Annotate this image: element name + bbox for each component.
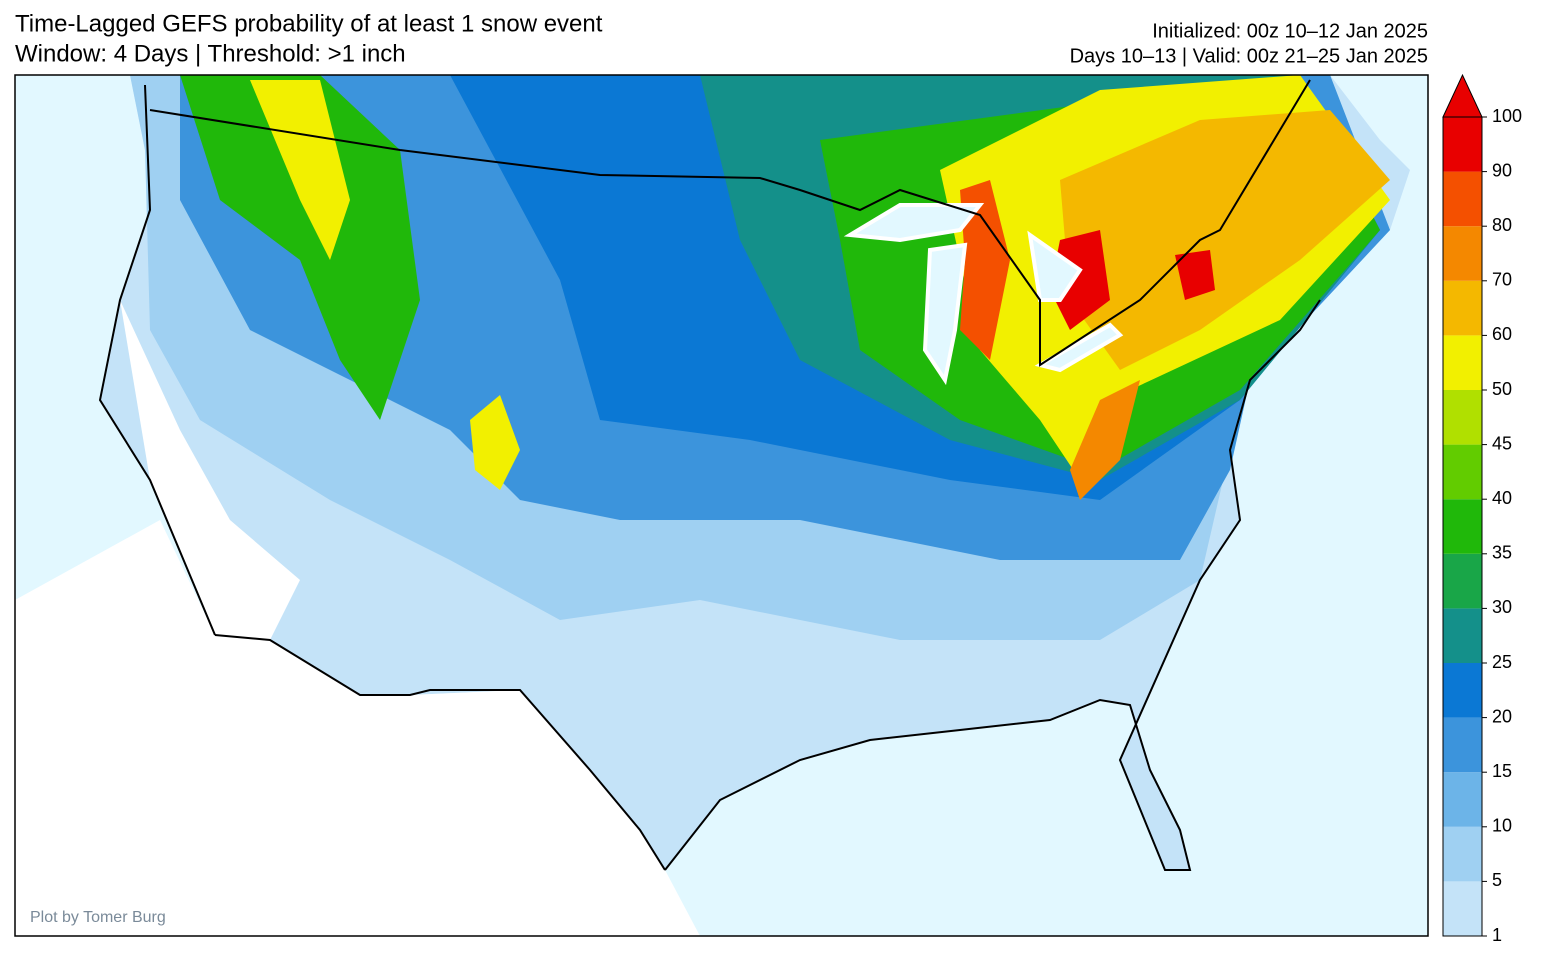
mountain-green [180,75,420,420]
mountain-yellow [250,80,350,260]
colorbar-segment [1443,171,1482,227]
colorbar-extend [1442,73,1483,118]
colorbar-tick-label: 40 [1492,488,1512,508]
map: Plot by Tomer Burg [15,75,1428,936]
colorbar-segment [1443,826,1482,882]
colorbar-segment [1443,226,1482,281]
colorbar-tick-label: 1 [1492,925,1502,945]
colorbar-segment [1443,717,1482,773]
colorbar-tick-label: 45 [1492,433,1512,453]
colorbar-frame [1442,116,1483,937]
colorbar-segment [1443,553,1482,609]
info-line: Initialized: 00z 10–12 Jan 2025 [1152,20,1428,42]
colorbar-tick-label: 15 [1492,761,1512,781]
southwest-low [120,300,300,640]
colorbar-tick-label: 35 [1492,543,1512,563]
lake-michigan [922,242,968,386]
appalachian-orange [1070,380,1140,500]
colorbar-tick-label: 20 [1492,706,1512,726]
colorbar-tick-label: 5 [1492,870,1502,890]
colorbar-tick-label: 90 [1492,160,1512,180]
coast [98,84,216,636]
colorbar-segment [1443,663,1482,718]
colorbar-segment [1443,772,1482,827]
band-80 [960,180,1010,360]
band-60 [1060,110,1390,370]
lake-huron [1027,230,1083,302]
title-line: Time-Lagged GEFS probability of at least… [15,10,603,37]
colorbar-tick-label: 60 [1492,324,1512,344]
colorbar-segment [1443,335,1482,390]
mexico [15,520,700,936]
band-90 [1175,250,1215,300]
colorbar-segment [1443,390,1482,445]
credit: Plot by Tomer Burg [30,909,166,926]
lake-superior [843,203,985,243]
canada-border [149,79,1311,367]
coast [664,299,1321,871]
colorbar-segment [1443,117,1482,172]
colorbar-tick-label: 70 [1492,270,1512,290]
colorbar-tick-label: 25 [1492,652,1512,672]
lake-erie [1034,322,1124,373]
colorado-yellow [470,395,520,490]
colorbar-tick-label: 80 [1492,215,1512,235]
title-line: Window: 4 Days | Threshold: >1 inch [15,40,406,67]
mexico-border [214,634,666,871]
colorbar-tick-label: 100 [1492,106,1522,126]
colorbar-tick-label: 10 [1492,816,1512,836]
colorbar-segment [1443,444,1482,500]
colorbar-tick-label: 30 [1492,597,1512,617]
map-frame [14,74,1429,937]
colorbar-segment [1443,608,1482,663]
colorbar-tick-label: 50 [1492,379,1512,399]
colorbar-segment [1443,881,1482,936]
band-90 [1050,230,1110,330]
colorbar-segment [1443,499,1482,554]
info-line: Days 10–13 | Valid: 00z 21–25 Jan 2025 [1070,45,1428,67]
colorbar-segment [1443,280,1482,336]
